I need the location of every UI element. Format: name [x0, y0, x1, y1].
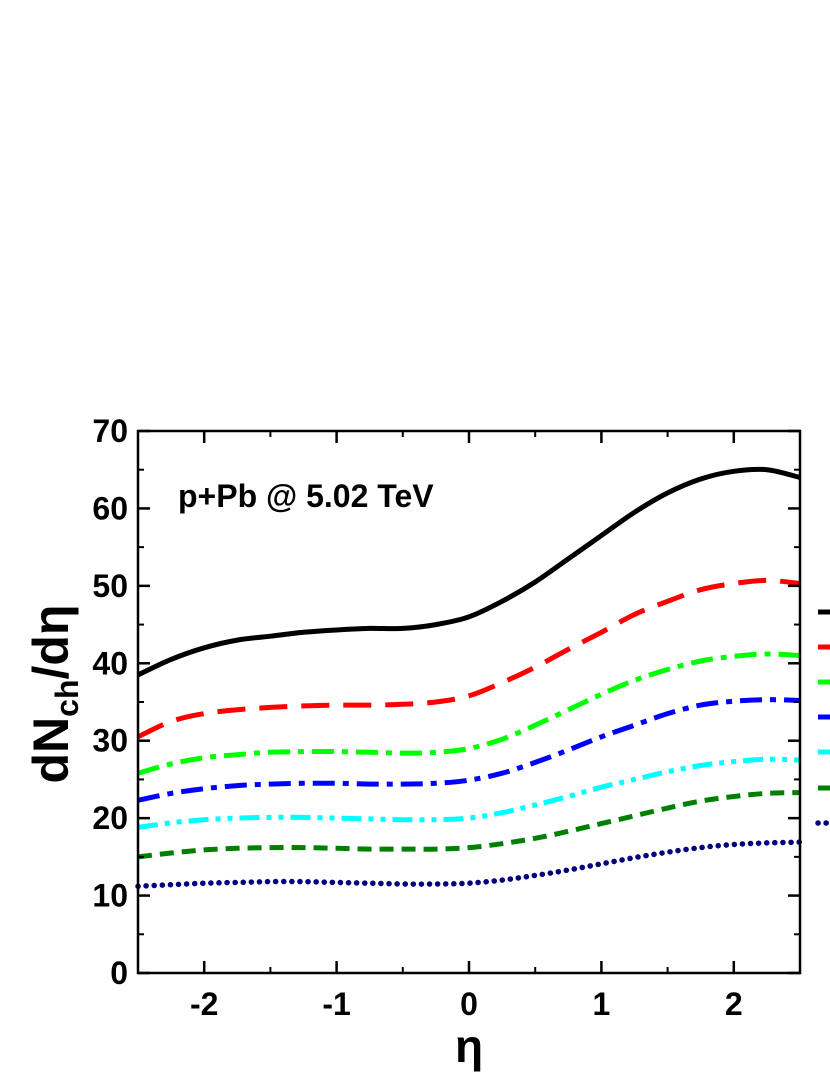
plot-lines — [135, 466, 803, 890]
annotation-text: p+Pb @ 5.02 TeV — [178, 478, 434, 514]
series-line-3 — [137, 651, 801, 776]
y-tick-label: 20 — [92, 800, 128, 836]
y-tick-label: 70 — [92, 413, 128, 449]
series-line-7 — [135, 839, 803, 890]
series-line-2 — [136, 577, 801, 740]
axis-ticks — [137, 429, 801, 975]
x-tick-label: 0 — [460, 986, 478, 1022]
y-tick-label: 0 — [110, 955, 128, 991]
x-tick-label: -1 — [322, 986, 350, 1022]
x-tick-label: 2 — [725, 986, 743, 1022]
y-axis-title-tail: /dη — [23, 605, 79, 680]
series-line-4 — [137, 697, 801, 803]
y-axis-title-main: dN — [23, 717, 79, 784]
legend — [815, 609, 830, 826]
y-tick-label: 60 — [92, 490, 128, 526]
x-axis-title: η — [455, 1020, 483, 1072]
series-line-6 — [137, 790, 801, 860]
y-tick-label: 10 — [92, 878, 128, 914]
y-tick-label: 30 — [92, 723, 128, 759]
y-axis-title-subscript: ch — [49, 679, 85, 716]
y-tick-label: 40 — [92, 645, 128, 681]
series-line-1 — [136, 466, 801, 678]
y-tick-label: 50 — [92, 568, 128, 604]
series-line-5 — [137, 756, 801, 830]
x-tick-label: 1 — [593, 986, 611, 1022]
y-axis-title: dNch/dη — [23, 605, 85, 784]
x-tick-label: -2 — [190, 986, 218, 1022]
